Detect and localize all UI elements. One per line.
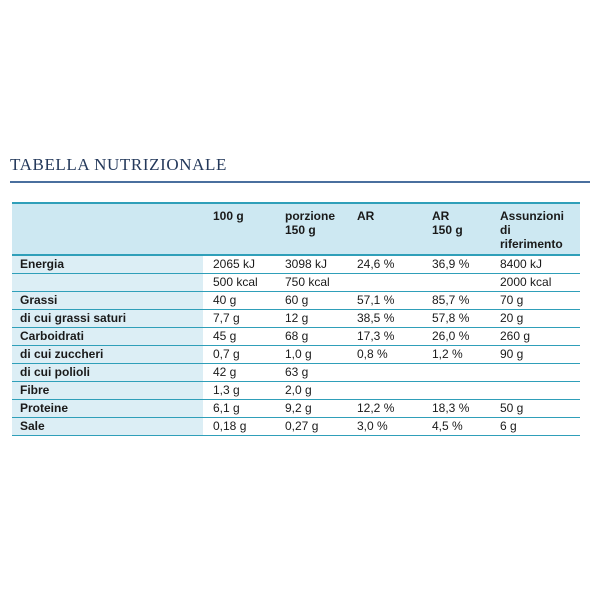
value-cell: 6 g: [490, 417, 580, 436]
value-cell: [490, 381, 580, 400]
value-cell: 60 g: [275, 291, 347, 310]
value-cell: 24,6 %: [347, 255, 422, 274]
value-cell: 36,9 %: [422, 255, 490, 274]
value-cell: [347, 273, 422, 292]
value-cell: [422, 381, 490, 400]
value-cell: 57,8 %: [422, 309, 490, 328]
table-row: Proteine 6,1 g 9,2 g 12,2 % 18,3 % 50 g: [12, 399, 580, 418]
value-cell: [490, 363, 580, 382]
value-cell: 2,0 g: [275, 381, 347, 400]
value-cell: 20 g: [490, 309, 580, 328]
row-label: Proteine: [12, 399, 203, 418]
value-cell: [422, 273, 490, 292]
column-header: 100 g: [203, 202, 275, 256]
value-cell: 8400 kJ: [490, 255, 580, 274]
value-cell: 0,8 %: [347, 345, 422, 364]
row-label: Energia: [12, 255, 203, 274]
value-cell: [347, 381, 422, 400]
value-cell: 50 g: [490, 399, 580, 418]
value-cell: 57,1 %: [347, 291, 422, 310]
value-cell: 85,7 %: [422, 291, 490, 310]
table-row: Fibre 1,3 g 2,0 g: [12, 381, 580, 400]
value-cell: [347, 363, 422, 382]
value-cell: 2065 kJ: [203, 255, 275, 274]
value-cell: 12,2 %: [347, 399, 422, 418]
value-cell: 38,5 %: [347, 309, 422, 328]
value-cell: 260 g: [490, 327, 580, 346]
title-rule-divider: [10, 181, 590, 183]
value-cell: 9,2 g: [275, 399, 347, 418]
table-row: di cui zuccheri 0,7 g 1,0 g 0,8 % 1,2 % 90 g: [12, 345, 580, 364]
table-row: Grassi 40 g 60 g 57,1 % 85,7 % 70 g: [12, 291, 580, 310]
value-cell: 3,0 %: [347, 417, 422, 436]
value-cell: 70 g: [490, 291, 580, 310]
row-label: di cui grassi saturi: [12, 309, 203, 328]
value-cell: 0,27 g: [275, 417, 347, 436]
table-row: 500 kcal 750 kcal 2000 kcal: [12, 273, 580, 292]
column-header: Assunzioni di riferimento: [490, 202, 580, 256]
value-cell: 12 g: [275, 309, 347, 328]
value-cell: 18,3 %: [422, 399, 490, 418]
row-label: di cui zuccheri: [12, 345, 203, 364]
value-cell: 26,0 %: [422, 327, 490, 346]
value-cell: 750 kcal: [275, 273, 347, 292]
value-cell: 90 g: [490, 345, 580, 364]
value-cell: 3098 kJ: [275, 255, 347, 274]
value-cell: 2000 kcal: [490, 273, 580, 292]
value-cell: 42 g: [203, 363, 275, 382]
value-cell: 1,3 g: [203, 381, 275, 400]
row-label: Grassi: [12, 291, 203, 310]
nutrition-table: 100 g porzione 150 g AR AR 150 g Assunzioni …: [12, 202, 580, 436]
value-cell: 0,7 g: [203, 345, 275, 364]
page-title: TABELLA NUTRIZIONALE: [10, 155, 227, 174]
value-cell: 68 g: [275, 327, 347, 346]
column-header: AR: [347, 202, 422, 256]
value-cell: 6,1 g: [203, 399, 275, 418]
table-row: di cui grassi saturi 7,7 g 12 g 38,5 % 57,8 …: [12, 309, 580, 328]
table-row: Energia 2065 kJ 3098 kJ 24,6 % 36,9 % 8400 kJ: [12, 255, 580, 274]
table-row: Sale 0,18 g 0,27 g 3,0 % 4,5 % 6 g: [12, 417, 580, 436]
column-header: AR 150 g: [422, 202, 490, 256]
header-row: 100 g porzione 150 g AR AR 150 g Assunzioni …: [12, 202, 580, 256]
value-cell: 7,7 g: [203, 309, 275, 328]
value-cell: 63 g: [275, 363, 347, 382]
value-cell: [422, 363, 490, 382]
row-label: di cui polioli: [12, 363, 203, 382]
value-cell: 45 g: [203, 327, 275, 346]
row-label: Sale: [12, 417, 203, 436]
value-cell: 4,5 %: [422, 417, 490, 436]
row-label: Fibre: [12, 381, 203, 400]
table-row: Carboidrati 45 g 68 g 17,3 % 26,0 % 260 g: [12, 327, 580, 346]
value-cell: 17,3 %: [347, 327, 422, 346]
column-header: porzione 150 g: [275, 202, 347, 256]
value-cell: 0,18 g: [203, 417, 275, 436]
header-empty-cell: [12, 202, 203, 256]
table-row: di cui polioli 42 g 63 g: [12, 363, 580, 382]
value-cell: 1,2 %: [422, 345, 490, 364]
value-cell: 1,0 g: [275, 345, 347, 364]
row-label: Carboidrati: [12, 327, 203, 346]
value-cell: 40 g: [203, 291, 275, 310]
row-label: [12, 273, 203, 292]
value-cell: 500 kcal: [203, 273, 275, 292]
